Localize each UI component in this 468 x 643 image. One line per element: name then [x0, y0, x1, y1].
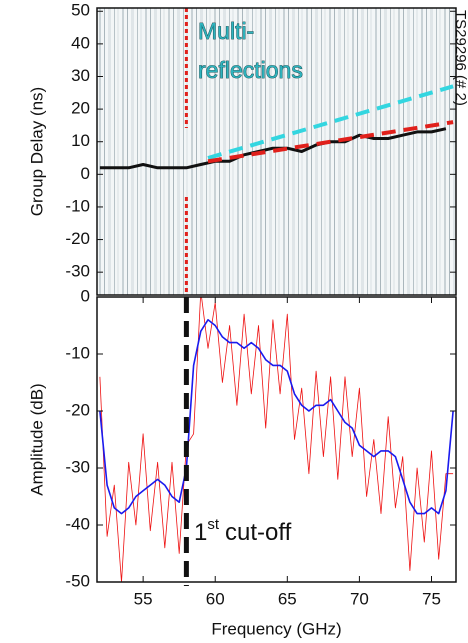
x-tick-label: 55	[134, 589, 153, 608]
data-line	[207, 120, 454, 164]
side-label: TS29296 (# 2)	[452, 10, 468, 106]
plot-frame	[96, 296, 457, 583]
annotation: reflections	[198, 57, 303, 83]
plot-frame	[96, 7, 457, 296]
annotation: 1st cut-off	[194, 516, 292, 546]
annotation: Multi-	[198, 18, 254, 44]
y-axis-label: Amplitude (dB)	[27, 383, 46, 495]
y-tick-label: 0	[81, 286, 90, 305]
annotation-part: 1	[194, 519, 207, 546]
y-tick-label: 10	[71, 131, 90, 150]
x-tick-label: 75	[422, 589, 441, 608]
annotation-sup: st	[207, 516, 220, 533]
data-line	[99, 319, 454, 515]
x-tick-label: 60	[206, 589, 225, 608]
panel	[99, 297, 454, 582]
panel	[99, 84, 454, 170]
y-tick-label: -20	[65, 400, 90, 419]
y-tick-label: -10	[65, 343, 90, 362]
y-tick-label: -30	[65, 262, 90, 281]
annotation-part: cut-off	[225, 519, 292, 546]
data-line	[99, 127, 447, 170]
y-tick-label: 30	[71, 66, 90, 85]
x-tick-label: 65	[278, 589, 297, 608]
data-line	[99, 297, 454, 582]
y-tick-label: -20	[65, 229, 90, 248]
y-axis-label: Group Delay (ns)	[27, 87, 46, 216]
y-tick-label: -40	[65, 514, 90, 533]
y-tick-label: 40	[71, 33, 90, 52]
y-tick-label: -10	[65, 196, 90, 215]
y-tick-label: -30	[65, 457, 90, 476]
y-tick-label: -50	[65, 571, 90, 590]
y-tick-label: 20	[71, 99, 90, 118]
y-tick-label: 50	[71, 1, 90, 20]
x-tick-label: 70	[350, 589, 369, 608]
y-tick-label: 0	[81, 164, 90, 183]
x-axis-label: Frequency (GHz)	[211, 619, 341, 638]
